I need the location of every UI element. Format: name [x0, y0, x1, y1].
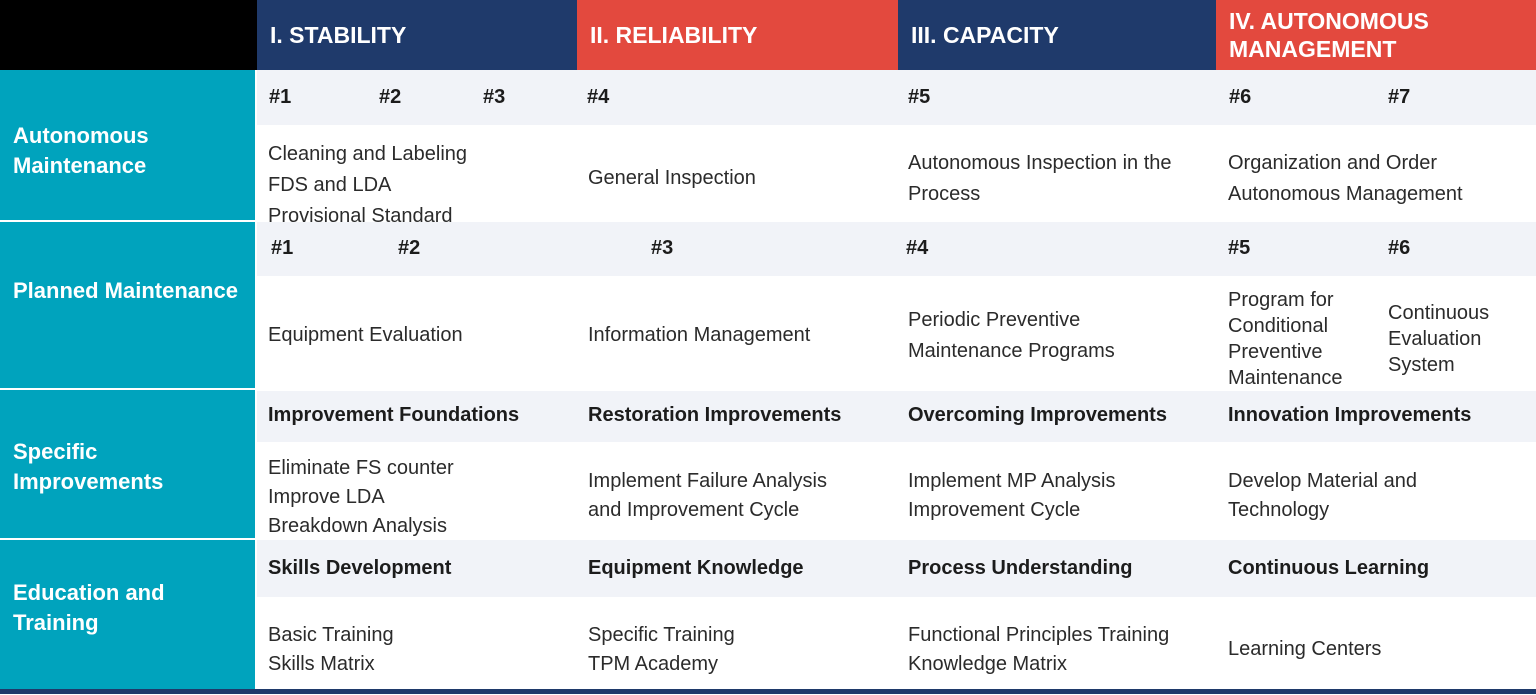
cell-subtitle: Process Understanding — [908, 557, 1133, 579]
step-number: #2 — [398, 237, 421, 259]
cell-text-line: Functional Principles Training — [908, 624, 1170, 646]
phase-header-autonomous-management: IV. AUTONOMOUS MANAGEMENT — [1216, 0, 1536, 70]
cell-text: Functional Principles Training Knowledge… — [908, 621, 1169, 679]
cell-text: Specific Training TPM Academy — [588, 621, 735, 679]
cell-text-line: Improve LDA — [268, 486, 385, 508]
cell-text: Cleaning and Labeling FDS and LDA Provis… — [268, 139, 467, 232]
cell-text: Implement MP Analysis Improvement Cycle — [908, 470, 1116, 521]
cell-text-line: Eliminate FS counter — [268, 457, 454, 479]
sidebar-row-autonomous-maintenance — [0, 70, 255, 220]
bottom-accent-bar — [0, 689, 1536, 694]
step-number: #7 — [1388, 86, 1411, 108]
cell-text: Autonomous Inspection in the Process — [908, 152, 1172, 205]
phase-header-label: III. CAPACITY — [911, 22, 1059, 48]
cell-text: Continuous Evaluation System — [1388, 302, 1490, 376]
cell-text-line: FDS and LDA — [268, 174, 392, 196]
cell-text-line: Autonomous Management — [1228, 183, 1463, 205]
cell-text: Implement Failure Analysis and Improveme… — [588, 470, 827, 521]
cell-subtitle: Overcoming Improvements — [908, 404, 1167, 426]
sidebar-row-planned-maintenance — [0, 222, 255, 388]
cell-text: Learning Centers — [1228, 638, 1382, 660]
phase-header-label: I. STABILITY — [270, 22, 407, 48]
cell-subtitle: Equipment Knowledge — [588, 557, 804, 579]
sidebar-row-specific-improvements — [0, 390, 255, 538]
step-number: #3 — [651, 237, 674, 259]
cell-text-line: Cleaning and Labeling — [268, 143, 468, 165]
cell-subtitle: Innovation Improvements — [1228, 404, 1472, 426]
step-number: #5 — [908, 86, 931, 108]
cell-text: Equipment Evaluation — [268, 324, 463, 346]
cell-subtitle: Improvement Foundations — [268, 404, 520, 426]
cell-text-line: Organization and Order — [1228, 152, 1438, 174]
step-number: #3 — [483, 86, 506, 108]
cell-text: Organization and Order Autonomous Manage… — [1228, 148, 1463, 210]
step-number: #6 — [1229, 86, 1252, 108]
step-number: #2 — [379, 86, 402, 108]
pillar-label: Specific Improvements — [13, 439, 164, 494]
sidebar-row-education-and-training — [0, 540, 255, 689]
cell-text-line: TPM Academy — [588, 653, 719, 675]
cell-text: Periodic Preventive Maintenance Programs — [908, 309, 1115, 362]
cell-subtitle: Restoration Improvements — [588, 404, 842, 426]
step-number: #5 — [1228, 237, 1251, 259]
phase-header-label: II. RELIABILITY — [590, 22, 758, 48]
cell-text-line: Provisional Standard — [268, 205, 453, 227]
phase-header-reliability: II. RELIABILITY — [577, 0, 898, 70]
step-number: #1 — [269, 86, 292, 108]
cell-text-line: Specific Training — [588, 624, 735, 646]
cell-text-line: Basic Training — [268, 624, 394, 646]
row-band — [257, 222, 1536, 276]
step-number: #6 — [1388, 237, 1411, 259]
cell-text: Program for Conditional Preventive Maint… — [1228, 289, 1343, 389]
pillar-label: Education and Training — [13, 580, 165, 635]
corner-block — [0, 0, 257, 70]
pillar-label: Autonomous Maintenance — [13, 123, 149, 178]
phase-header-label: IV. AUTONOMOUS MANAGEMENT — [1229, 8, 1429, 62]
cell-text-line: Skills Matrix — [268, 653, 375, 675]
row-band — [257, 70, 1536, 125]
cell-text: Basic Training Skills Matrix — [268, 621, 394, 679]
cell-text: General Inspection — [588, 167, 756, 189]
step-number: #4 — [587, 86, 610, 108]
cell-subtitle: Continuous Learning — [1228, 557, 1430, 579]
step-number: #4 — [906, 237, 929, 259]
step-number: #1 — [271, 237, 294, 259]
cell-text-line: Breakdown Analysis — [268, 515, 447, 537]
pillar-label: Planned Maintenance — [13, 278, 238, 303]
row-band — [257, 391, 1536, 442]
phase-header-stability: I. STABILITY — [257, 0, 577, 70]
cell-subtitle: Skills Development — [268, 557, 452, 579]
phase-header-capacity: III. CAPACITY — [898, 0, 1216, 70]
cell-text: Eliminate FS counter Improve LDA Breakdo… — [268, 454, 454, 541]
row-band — [257, 540, 1536, 597]
cell-text-line: Knowledge Matrix — [908, 653, 1067, 675]
cell-text: Information Management — [588, 324, 811, 346]
cell-text: Develop Material and Technology — [1228, 470, 1417, 521]
